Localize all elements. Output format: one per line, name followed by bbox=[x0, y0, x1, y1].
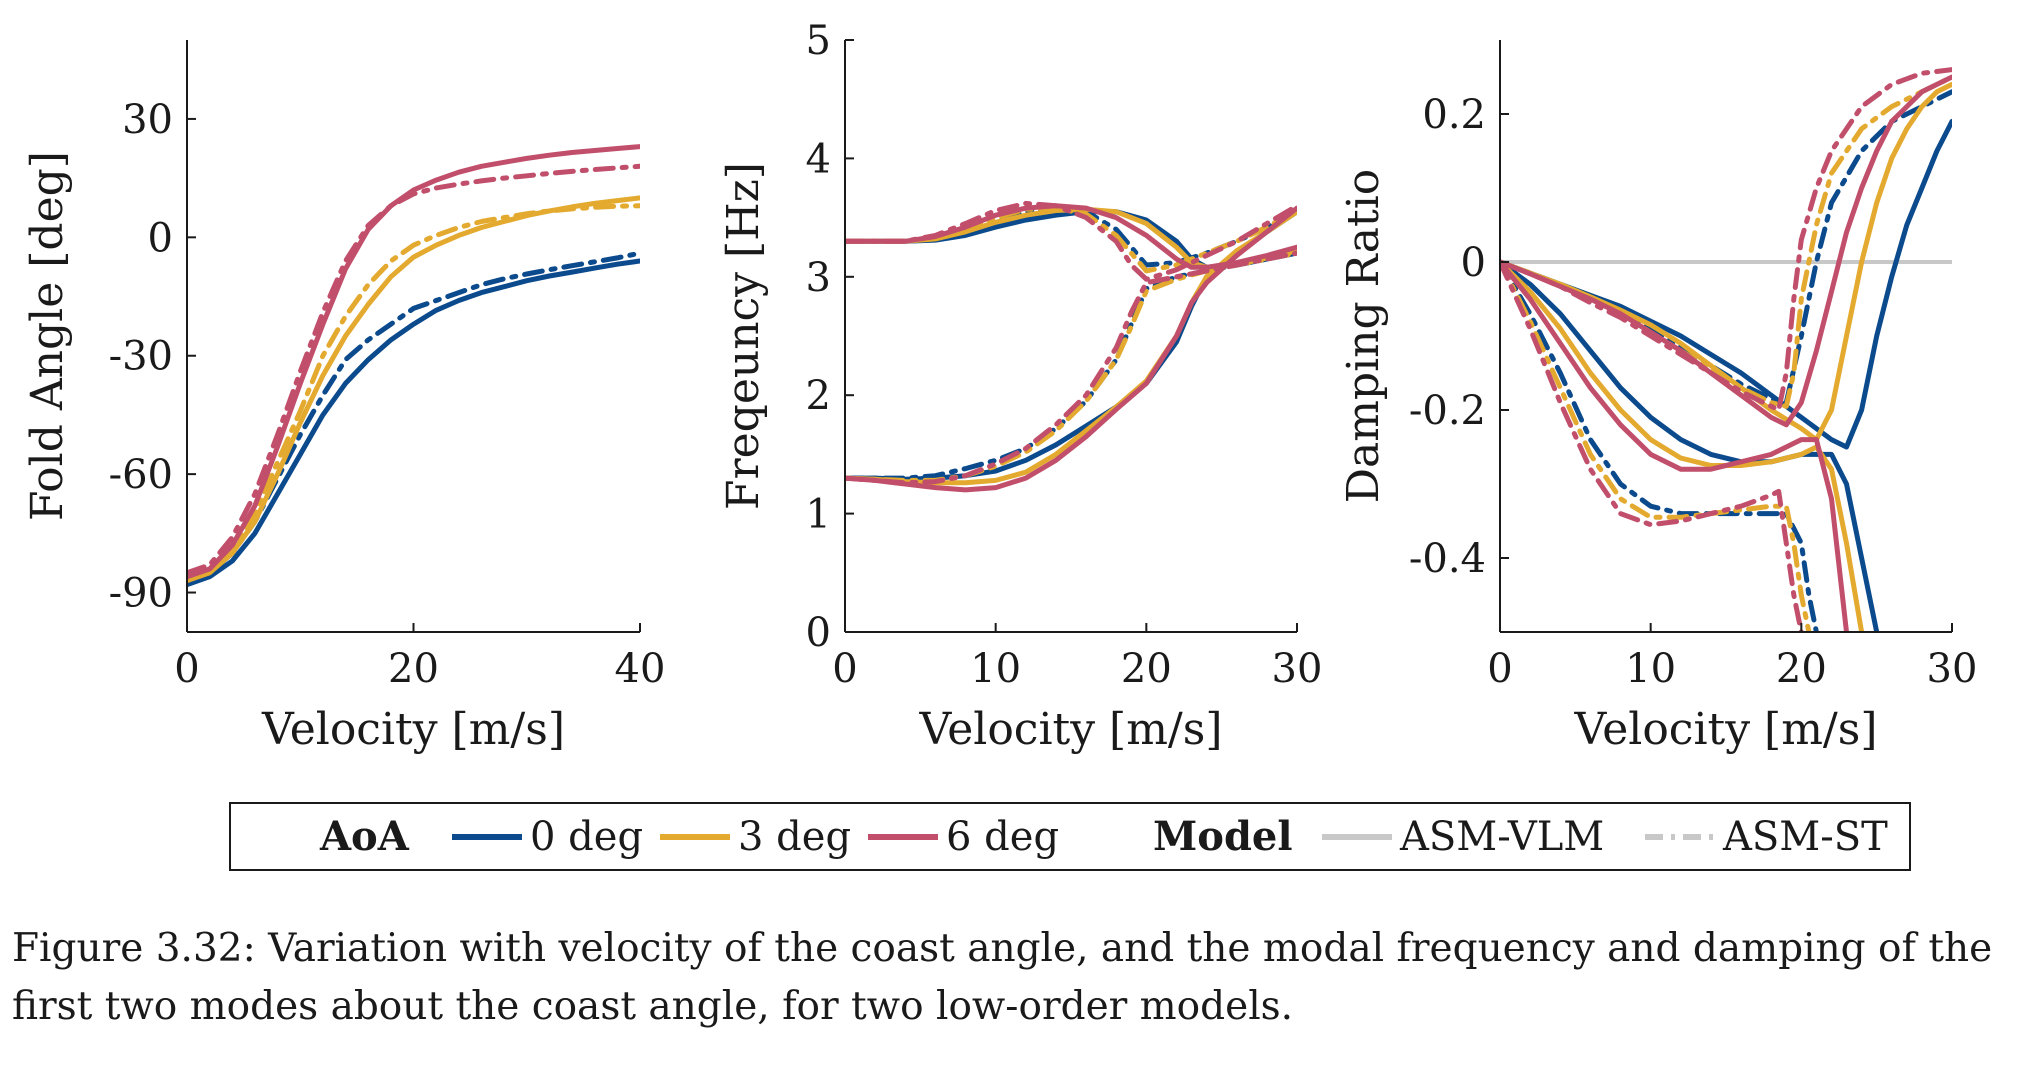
legend: AoA 0 deg 3 deg 6 deg Model ASM-VLM ASM-… bbox=[229, 802, 1911, 871]
fold-angle-series-3-deg-asm-vlm bbox=[187, 195, 640, 584]
frequency-series-6-deg-asm-st-mode-2 bbox=[845, 250, 1297, 486]
frequency-series-0-deg-asm-vlm-mode-2 bbox=[845, 209, 1297, 482]
frequency-series-6-deg-asm-vlm-mode-2 bbox=[845, 205, 1297, 493]
fold-angle-series bbox=[187, 144, 640, 588]
damping-series-0-deg-asm-vlm-mode-1 bbox=[1500, 118, 1952, 450]
frequency-y-tick-label: 2 bbox=[806, 373, 831, 419]
frequency-series-6-deg-asm-st-mode-1 bbox=[845, 200, 1297, 282]
legend-label-aoa-0: 0 deg bbox=[530, 814, 643, 860]
damping-x-tick-label: 30 bbox=[1927, 646, 1978, 692]
damping-series-6-deg-asm-st-mode-1 bbox=[1500, 67, 1952, 413]
fold-angle-y-tick-label: -30 bbox=[109, 334, 173, 380]
fold-angle-y-tick-label: 30 bbox=[122, 97, 173, 143]
fold-angle-x-tick-label: 0 bbox=[174, 646, 199, 692]
frequency-y-tick-label: 1 bbox=[806, 492, 831, 538]
damping-y-tick-label: -0.2 bbox=[1409, 388, 1486, 434]
fold-angle-y-tick-label: -90 bbox=[109, 571, 173, 617]
frequency-y-tick-label: 0 bbox=[806, 610, 831, 656]
frequency-y-label: Freqeuncy [Hz] bbox=[718, 162, 769, 510]
legend-label-aoa-6: 6 deg bbox=[946, 814, 1059, 860]
fold-angle-y-tick-label: 0 bbox=[148, 215, 173, 261]
fold-angle-axes: 0 20 40 -90 -60 -30 0 30 Velocity [m/s] Fold Angl… bbox=[22, 40, 665, 755]
frequency-x-tick-label: 0 bbox=[832, 646, 857, 692]
frequency-x-tick-label: 20 bbox=[1121, 646, 1172, 692]
damping-series-6-deg-asm-vlm-mode-1 bbox=[1500, 74, 1952, 428]
frequency-y-tick-label: 5 bbox=[806, 18, 831, 64]
damping-x-tick-label: 20 bbox=[1776, 646, 1827, 692]
legend-label-asm-st: ASM-ST bbox=[1722, 814, 1888, 860]
damping-y-tick-label: 0 bbox=[1461, 240, 1486, 286]
frequency-subplot: 0 10 20 30 0 1 2 3 4 5 Velocity [m/s] Freqeuncy [Hz… bbox=[718, 18, 1322, 755]
damping-y-tick-label: 0.2 bbox=[1422, 92, 1486, 138]
frequency-x-tick-label: 30 bbox=[1272, 646, 1323, 692]
damping-x-tick-label: 0 bbox=[1487, 646, 1512, 692]
legend-model-heading: Model bbox=[1153, 813, 1293, 860]
frequency-y-tick-label: 4 bbox=[806, 136, 831, 182]
legend-aoa-heading: AoA bbox=[319, 813, 410, 860]
damping-y-label: Damping Ratio bbox=[1338, 169, 1389, 504]
fold-angle-x-tick-label: 40 bbox=[615, 646, 666, 692]
frequency-series-0-deg-asm-st-mode-2 bbox=[845, 250, 1297, 481]
fold-angle-x-label: Velocity [m/s] bbox=[261, 704, 565, 755]
fold-angle-y-label: Fold Angle [deg] bbox=[22, 151, 73, 521]
frequency-series-3-deg-asm-vlm-mode-2 bbox=[845, 209, 1297, 486]
frequency-series bbox=[845, 200, 1297, 493]
damping-axes: 0 10 20 30 -0.4 -0.2 0 0.2 Velocity [m/s] Damping… bbox=[1338, 40, 1977, 755]
damping-series-0-deg-asm-vlm-mode-2 bbox=[1500, 259, 1880, 632]
fold-angle-series-0-deg-asm-vlm bbox=[187, 258, 640, 588]
damping-series-6-deg-asm-st-mode-2 bbox=[1500, 259, 1804, 632]
fold-angle-series-3-deg-asm-st bbox=[187, 203, 640, 580]
fold-angle-subplot: 0 20 40 -90 -60 -30 0 30 Velocity [m/s] Fold Angl… bbox=[22, 40, 665, 755]
damping-series-3-deg-asm-st-mode-2 bbox=[1500, 259, 1812, 632]
fold-angle-series-6-deg-asm-st bbox=[187, 163, 640, 576]
damping-series bbox=[1500, 67, 1952, 632]
legend-label-asm-vlm: ASM-VLM bbox=[1399, 814, 1604, 860]
legend-label-aoa-3: 3 deg bbox=[738, 814, 851, 860]
frequency-x-label: Velocity [m/s] bbox=[918, 704, 1222, 755]
figure-caption: Figure 3.32: Variation with velocity of … bbox=[12, 926, 1993, 1029]
damping-x-tick-label: 10 bbox=[1625, 646, 1676, 692]
fold-angle-series-6-deg-asm-vlm bbox=[187, 144, 640, 580]
damping-series-3-deg-asm-vlm-mode-2 bbox=[1500, 259, 1865, 632]
damping-y-tick-label: -0.4 bbox=[1409, 536, 1486, 582]
frequency-y-tick-label: 3 bbox=[806, 255, 831, 301]
damping-subplot: 0 10 20 30 -0.4 -0.2 0 0.2 Velocity [m/s] Damping… bbox=[1338, 40, 1977, 755]
damping-x-label: Velocity [m/s] bbox=[1573, 704, 1877, 755]
fold-angle-x-tick-label: 20 bbox=[388, 646, 439, 692]
fold-angle-y-tick-label: -60 bbox=[109, 452, 173, 498]
frequency-x-tick-label: 10 bbox=[970, 646, 1021, 692]
damping-series-6-deg-asm-vlm-mode-2 bbox=[1500, 259, 1849, 632]
frequency-axes: 0 10 20 30 0 1 2 3 4 5 Velocity [m/s] Freqeuncy [Hz… bbox=[718, 18, 1322, 755]
